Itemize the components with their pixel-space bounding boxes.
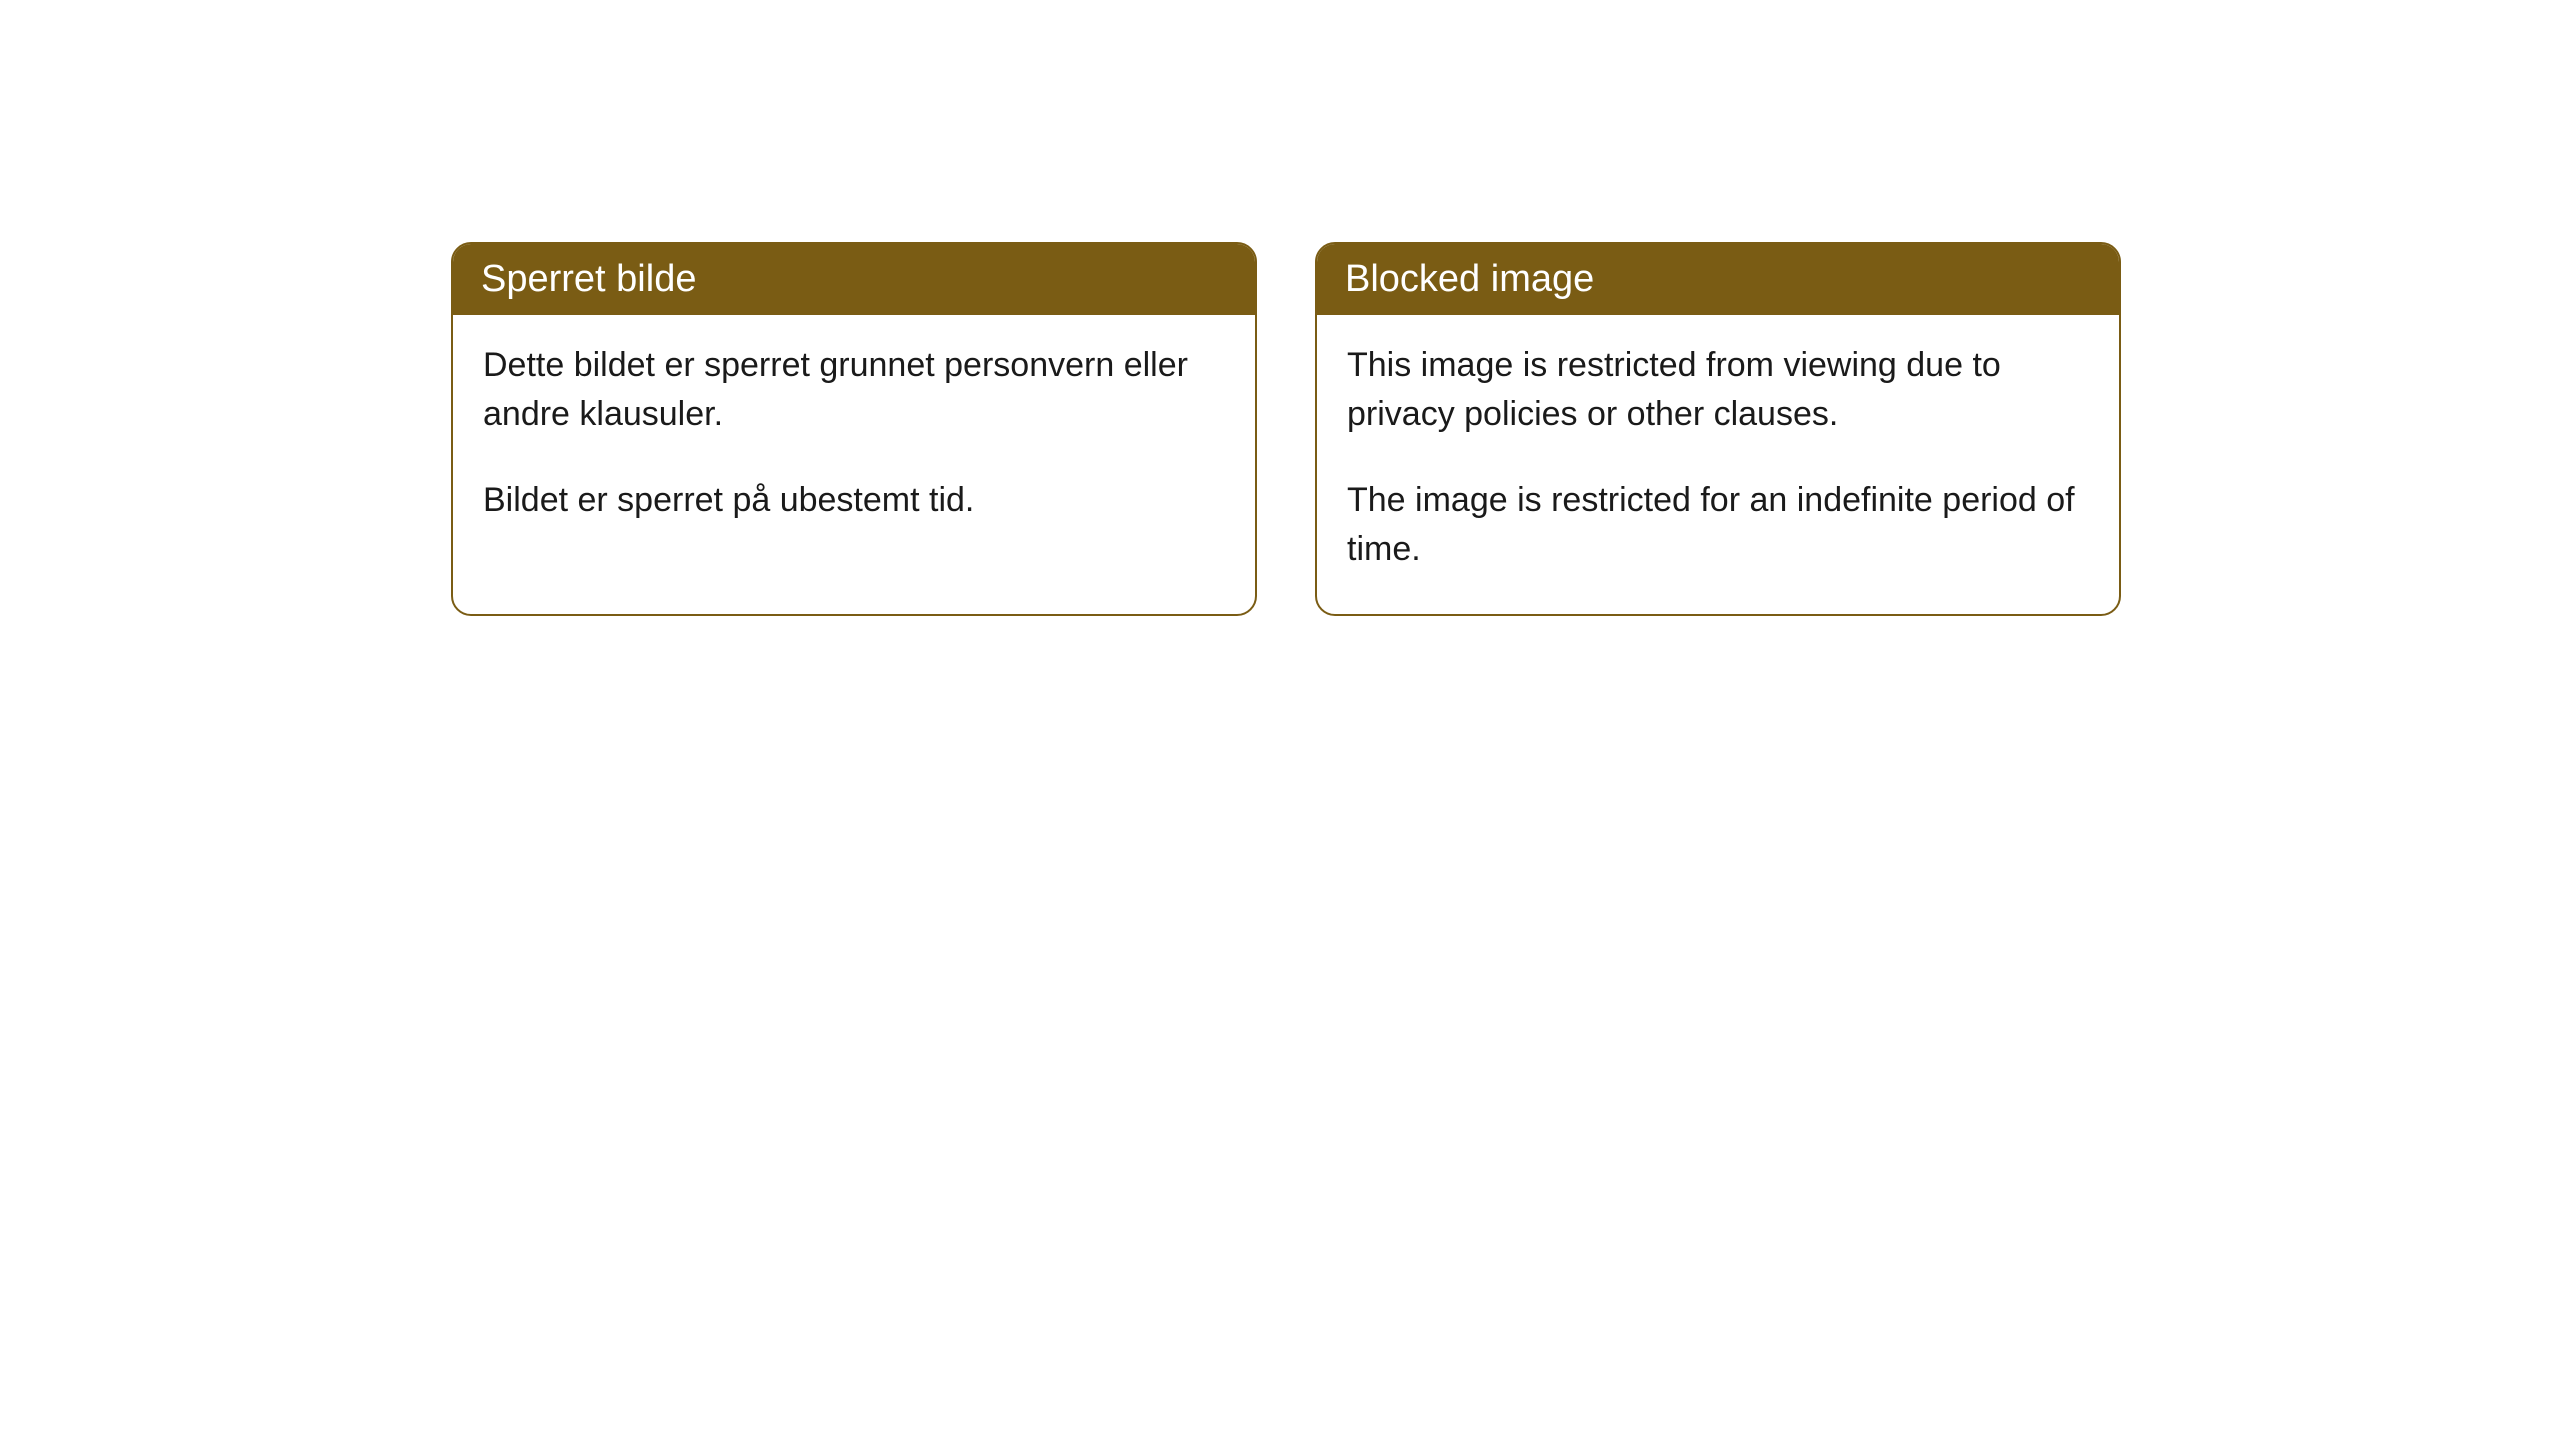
card-title: Blocked image <box>1345 258 1594 300</box>
cards-container: Sperret bilde Dette bildet er sperret gr… <box>0 0 2560 616</box>
card-header-norwegian: Sperret bilde <box>453 244 1255 315</box>
card-paragraph-1: Dette bildet er sperret grunnet personve… <box>483 341 1225 440</box>
blocked-image-card-english: Blocked image This image is restricted f… <box>1315 242 2121 616</box>
card-paragraph-2: The image is restricted for an indefinit… <box>1347 476 2089 575</box>
blocked-image-card-norwegian: Sperret bilde Dette bildet er sperret gr… <box>451 242 1257 616</box>
card-body-english: This image is restricted from viewing du… <box>1317 315 2119 614</box>
card-paragraph-2: Bildet er sperret på ubestemt tid. <box>483 476 1225 525</box>
card-header-english: Blocked image <box>1317 244 2119 315</box>
card-title: Sperret bilde <box>481 258 696 300</box>
card-body-norwegian: Dette bildet er sperret grunnet personve… <box>453 315 1255 565</box>
card-paragraph-1: This image is restricted from viewing du… <box>1347 341 2089 440</box>
